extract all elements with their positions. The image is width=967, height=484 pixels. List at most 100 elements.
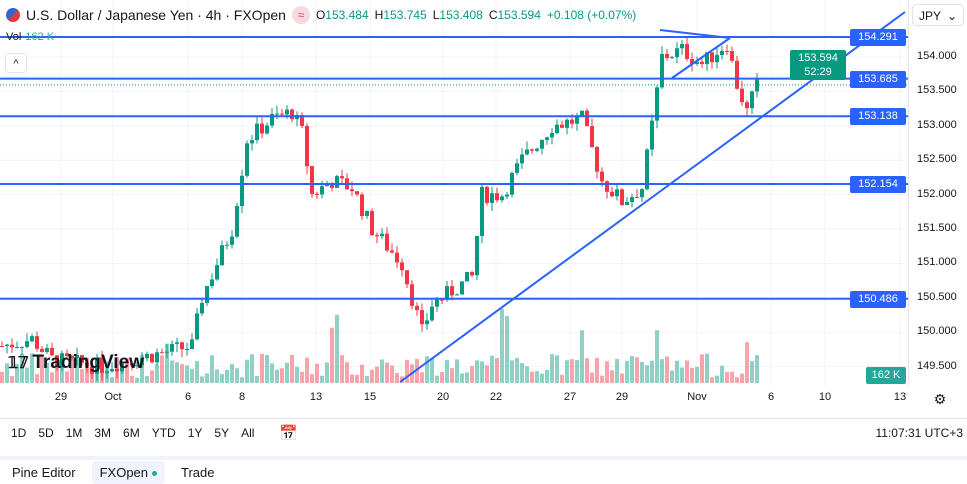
volume-bar <box>550 354 554 383</box>
candle-body <box>170 343 174 352</box>
candle-body <box>550 133 554 138</box>
range-button-1y[interactable]: 1Y <box>187 425 203 440</box>
candle-body <box>585 110 589 127</box>
volume-bar <box>190 368 194 383</box>
volume-bar <box>575 359 579 383</box>
candle-body <box>630 197 634 202</box>
volume-bar <box>500 308 504 383</box>
candle-body <box>230 236 234 245</box>
price-axis[interactable]: 154.000 153.500 153.000 152.500 152.000 151.5… <box>908 0 967 386</box>
volume-bar <box>5 363 9 383</box>
volume-bar <box>195 361 199 383</box>
candle-body <box>355 191 359 195</box>
candle-body <box>645 149 649 190</box>
candle-body <box>565 119 569 128</box>
volume-bar <box>250 354 254 383</box>
time-tick: 15 <box>363 391 377 403</box>
candle-body <box>55 355 59 368</box>
volume-bar <box>295 366 299 383</box>
candle-body <box>750 91 754 109</box>
price-chart[interactable] <box>0 0 908 386</box>
volume-bar <box>350 374 354 383</box>
candle-body <box>5 344 9 347</box>
volume-bar <box>180 364 184 383</box>
candle-body <box>85 362 89 367</box>
volume-bar <box>480 361 484 383</box>
candle-body <box>65 353 69 356</box>
candle-body <box>485 186 489 203</box>
time-tick: 22 <box>489 391 503 403</box>
candle-body <box>385 233 389 251</box>
range-button-1d[interactable]: 1D <box>11 425 27 440</box>
candle-body <box>350 189 354 192</box>
candle-body <box>445 286 449 300</box>
price-tick: 150.000 <box>917 325 957 338</box>
candle-body <box>70 355 74 359</box>
candle-body <box>600 171 604 182</box>
volume-bar <box>125 358 129 383</box>
volume-bar <box>745 342 749 383</box>
volume-bar <box>405 359 409 383</box>
candle-body <box>115 368 119 372</box>
time-tick: 8 <box>238 391 246 403</box>
candle-body <box>655 87 659 121</box>
candle-body <box>435 299 439 307</box>
time-axis[interactable]: ⚙ 29 Oct 6 8 13 15 20 22 27 29 Nov 6 10 13 <box>0 386 967 408</box>
time-tick: 27 <box>563 391 577 403</box>
tab-pine-editor[interactable]: Pine Editor <box>12 464 76 480</box>
candle-body <box>425 320 429 325</box>
candle-body <box>370 211 374 236</box>
time-tick: 20 <box>436 391 450 403</box>
symbol-header: U.S. Dollar / Japanese Yen · 4h · FXOpen… <box>6 6 636 24</box>
triangle-line <box>671 37 731 79</box>
high-value: 153.745 <box>383 8 427 22</box>
symbol-title[interactable]: U.S. Dollar / Japanese Yen · 4h · FXOpen <box>26 7 286 23</box>
range-button-3m[interactable]: 3M <box>94 425 112 440</box>
candle-body <box>610 191 614 197</box>
volume-bar <box>395 372 399 383</box>
time-tick: 13 <box>309 391 323 403</box>
candle-body <box>240 175 244 206</box>
volume-bar <box>270 363 274 383</box>
clock[interactable]: 11:07:31 UTC+3 <box>875 426 964 440</box>
volume-bar <box>390 365 394 383</box>
volume-bar <box>80 369 84 383</box>
range-button-5y[interactable]: 5Y <box>214 425 230 440</box>
candle-body <box>460 281 464 295</box>
price-tick: 154.000 <box>917 50 957 62</box>
volume-bar <box>645 365 649 383</box>
price-tick: 153.000 <box>917 118 957 131</box>
volume-bar <box>595 357 599 383</box>
volume-bar <box>735 377 739 383</box>
range-button-6m[interactable]: 6M <box>123 425 140 440</box>
volume-bar <box>655 330 659 383</box>
candle-body <box>235 205 239 237</box>
range-button-all[interactable]: All <box>241 425 255 440</box>
tab-trade[interactable]: Trade <box>181 464 215 480</box>
volume-bar <box>305 357 309 383</box>
currency-select[interactable]: JPY ⌄ <box>912 4 964 26</box>
volume-bar <box>345 362 349 383</box>
volume-bar <box>685 360 689 383</box>
date-range-calendar-icon[interactable]: 📅 <box>279 424 299 442</box>
range-button-ytd[interactable]: YTD <box>151 425 176 440</box>
volume-bar <box>505 315 509 383</box>
candle-body <box>330 184 334 188</box>
volume-bar <box>75 359 79 383</box>
candle-body <box>575 116 579 124</box>
volume-bar <box>650 360 654 383</box>
tab-fxopen[interactable]: FXOpen <box>91 460 166 484</box>
range-button-1m[interactable]: 1M <box>65 425 83 440</box>
settings-gear-icon[interactable]: ⚙ <box>933 391 947 407</box>
range-button-5d[interactable]: 5D <box>38 425 54 440</box>
candle-body <box>190 339 194 349</box>
volume-bar <box>50 372 54 383</box>
time-tick: 6 <box>184 391 192 403</box>
candle-body <box>195 313 199 340</box>
candle-body <box>95 357 99 374</box>
volume-bar <box>245 359 249 383</box>
candle-body <box>75 355 79 359</box>
collapse-legend-button[interactable]: ^ <box>5 53 27 73</box>
volume-bar <box>485 365 489 383</box>
candle-body <box>30 336 34 342</box>
